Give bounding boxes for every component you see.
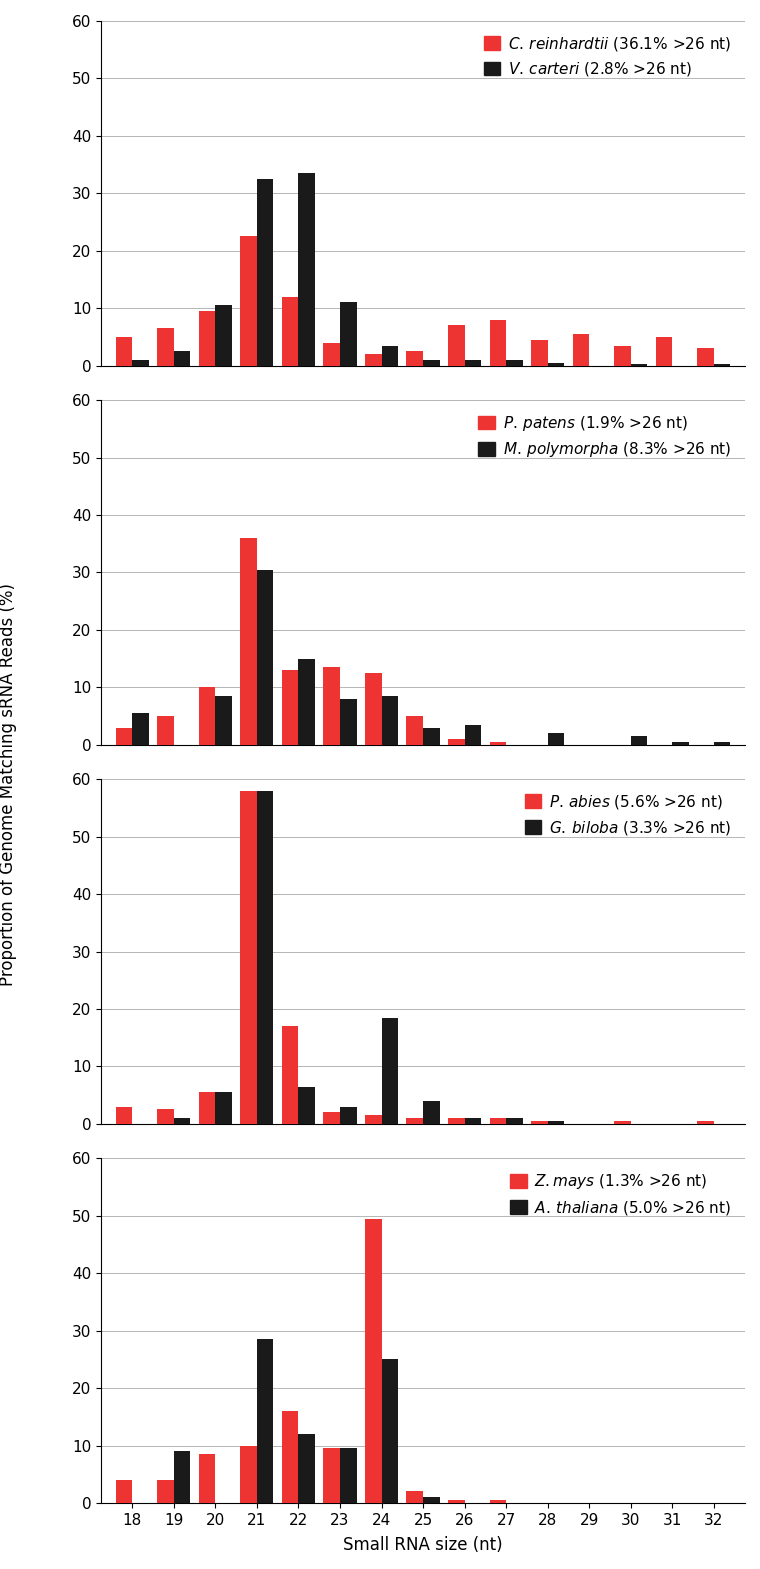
Bar bbox=[382, 1018, 398, 1123]
Bar bbox=[572, 334, 589, 366]
Bar bbox=[157, 1480, 174, 1503]
Bar bbox=[407, 715, 423, 745]
Bar bbox=[240, 1445, 257, 1503]
Bar bbox=[614, 345, 631, 366]
Bar bbox=[116, 1106, 132, 1123]
Bar bbox=[299, 173, 315, 366]
Bar bbox=[531, 340, 548, 366]
Text: Proportion of Genome Matching sRNA Reads (%): Proportion of Genome Matching sRNA Reads… bbox=[0, 584, 17, 985]
Bar bbox=[489, 742, 506, 745]
Bar bbox=[215, 306, 232, 366]
Bar bbox=[506, 359, 523, 366]
Bar bbox=[407, 351, 423, 366]
Bar bbox=[365, 1116, 382, 1123]
Bar bbox=[448, 325, 464, 366]
Bar bbox=[548, 362, 564, 366]
Bar bbox=[673, 742, 689, 745]
Bar bbox=[656, 337, 673, 366]
Bar bbox=[323, 1112, 340, 1123]
Bar bbox=[257, 179, 274, 366]
Legend: $\it{P.\/patens}$ (1.9% >26 nt), $\it{M.\/polymorpha}$ (8.3% >26 nt): $\it{P.\/patens}$ (1.9% >26 nt), $\it{M.… bbox=[472, 408, 737, 466]
Bar bbox=[299, 1086, 315, 1123]
Bar bbox=[240, 791, 257, 1123]
Bar bbox=[423, 728, 440, 745]
Bar bbox=[631, 364, 648, 366]
Bar bbox=[282, 1026, 299, 1123]
Bar bbox=[116, 1480, 132, 1503]
Bar bbox=[132, 359, 149, 366]
Bar bbox=[423, 359, 440, 366]
Bar bbox=[340, 698, 356, 745]
Bar bbox=[299, 1434, 315, 1503]
Bar bbox=[198, 1092, 215, 1123]
Legend: $\it{P.\/abies}$ (5.6% >26 nt), $\it{G.\/biloba}$ (3.3% >26 nt): $\it{P.\/abies}$ (5.6% >26 nt), $\it{G.\… bbox=[518, 786, 737, 843]
Bar bbox=[464, 359, 481, 366]
Bar bbox=[323, 1448, 340, 1503]
Bar bbox=[198, 687, 215, 745]
Bar bbox=[423, 1497, 440, 1503]
Bar bbox=[506, 1119, 523, 1123]
Bar bbox=[531, 1120, 548, 1123]
Bar bbox=[282, 297, 299, 366]
Legend: $\it{C.\/reinhardtii}$ (36.1% >26 nt), $\it{V.\/carteri}$ (2.8% >26 nt): $\it{C.\/reinhardtii}$ (36.1% >26 nt), $… bbox=[477, 28, 737, 85]
Bar bbox=[382, 345, 398, 366]
Bar bbox=[697, 348, 714, 366]
Bar bbox=[697, 1120, 714, 1123]
Bar bbox=[631, 736, 648, 745]
Bar bbox=[240, 538, 257, 745]
Bar bbox=[614, 1120, 631, 1123]
Bar bbox=[548, 733, 564, 745]
Bar bbox=[257, 570, 274, 745]
Legend: $\it{Z.mays}$ (1.3% >26 nt), $\it{A.\/thaliana}$ (5.0% >26 nt): $\it{Z.mays}$ (1.3% >26 nt), $\it{A.\/th… bbox=[504, 1166, 737, 1222]
Bar bbox=[464, 725, 481, 745]
Bar bbox=[257, 791, 274, 1123]
Bar bbox=[407, 1119, 423, 1123]
Bar bbox=[157, 328, 174, 366]
Bar bbox=[132, 714, 149, 745]
Bar bbox=[215, 697, 232, 745]
Bar bbox=[714, 742, 730, 745]
Bar bbox=[464, 1119, 481, 1123]
Bar bbox=[407, 1492, 423, 1503]
Bar bbox=[174, 1119, 191, 1123]
Bar bbox=[548, 1120, 564, 1123]
Bar bbox=[382, 1359, 398, 1503]
Bar bbox=[448, 1119, 464, 1123]
Bar bbox=[448, 739, 464, 745]
Bar bbox=[116, 337, 132, 366]
Bar bbox=[365, 673, 382, 745]
Bar bbox=[282, 1411, 299, 1503]
Bar bbox=[198, 311, 215, 366]
Bar bbox=[157, 1109, 174, 1123]
Bar bbox=[198, 1454, 215, 1503]
Bar bbox=[323, 342, 340, 366]
Bar bbox=[282, 670, 299, 745]
Bar bbox=[174, 1451, 191, 1503]
Bar bbox=[340, 1448, 356, 1503]
Bar bbox=[489, 320, 506, 366]
Bar bbox=[340, 1106, 356, 1123]
Bar bbox=[448, 1500, 464, 1503]
Bar bbox=[382, 697, 398, 745]
Bar bbox=[365, 1219, 382, 1503]
Bar bbox=[365, 355, 382, 366]
Bar bbox=[174, 351, 191, 366]
Bar bbox=[323, 667, 340, 745]
Bar bbox=[489, 1500, 506, 1503]
Bar bbox=[157, 715, 174, 745]
Bar bbox=[299, 659, 315, 745]
Bar bbox=[116, 728, 132, 745]
Bar bbox=[423, 1101, 440, 1123]
Bar bbox=[489, 1119, 506, 1123]
Bar bbox=[215, 1092, 232, 1123]
Bar bbox=[257, 1340, 274, 1503]
X-axis label: Small RNA size (nt): Small RNA size (nt) bbox=[344, 1536, 503, 1553]
Bar bbox=[714, 364, 730, 366]
Bar bbox=[340, 303, 356, 366]
Bar bbox=[240, 237, 257, 366]
